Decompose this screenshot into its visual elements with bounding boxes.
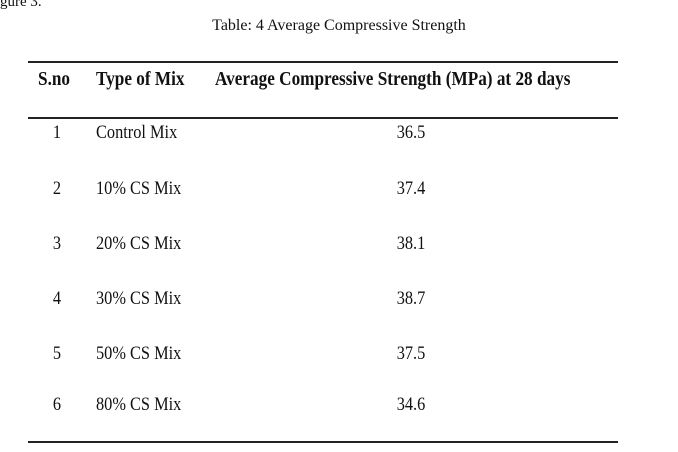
row-sno: 6 (52, 394, 62, 415)
row-strength-value: 36.5 (396, 122, 426, 143)
table-header-rule (28, 117, 618, 119)
row-mix-type: 10% CS Mix (96, 178, 182, 199)
table-top-rule (28, 61, 618, 63)
row-sno: 1 (52, 122, 62, 143)
table-row: 1 Control Mix 36.5 (0, 120, 678, 146)
column-header-type-of-mix: Type of Mix (96, 68, 185, 90)
row-sno: 4 (52, 288, 62, 309)
table-row: 2 10% CS Mix 37.4 (0, 176, 678, 202)
row-mix-type: 80% CS Mix (96, 394, 182, 415)
row-strength-value: 37.5 (396, 343, 426, 364)
table-bottom-rule (28, 441, 618, 443)
row-mix-type: 30% CS Mix (96, 288, 182, 309)
row-strength-value: 34.6 (396, 394, 426, 415)
row-sno: 5 (52, 343, 62, 364)
column-header-sno: S.no (38, 68, 71, 90)
row-sno: 2 (52, 178, 62, 199)
table-row: 6 80% CS Mix 34.6 (0, 392, 678, 418)
table-row: 3 20% CS Mix 38.1 (0, 231, 678, 257)
row-strength-value: 38.7 (396, 288, 426, 309)
row-mix-type: 20% CS Mix (96, 233, 182, 254)
table-row: 4 30% CS Mix 38.7 (0, 286, 678, 312)
row-mix-type: 50% CS Mix (96, 343, 182, 364)
row-strength-value: 37.4 (396, 178, 426, 199)
row-sno: 3 (52, 233, 62, 254)
table-caption: Table: 4 Average Compressive Strength (212, 17, 466, 34)
column-header-compressive-strength: Average Compressive Strength (MPa) at 28… (215, 68, 571, 90)
preceding-text-fragment: gure 3. (0, 0, 42, 10)
row-mix-type: Control Mix (96, 122, 178, 143)
row-strength-value: 38.1 (396, 233, 426, 254)
table-row: 5 50% CS Mix 37.5 (0, 341, 678, 367)
